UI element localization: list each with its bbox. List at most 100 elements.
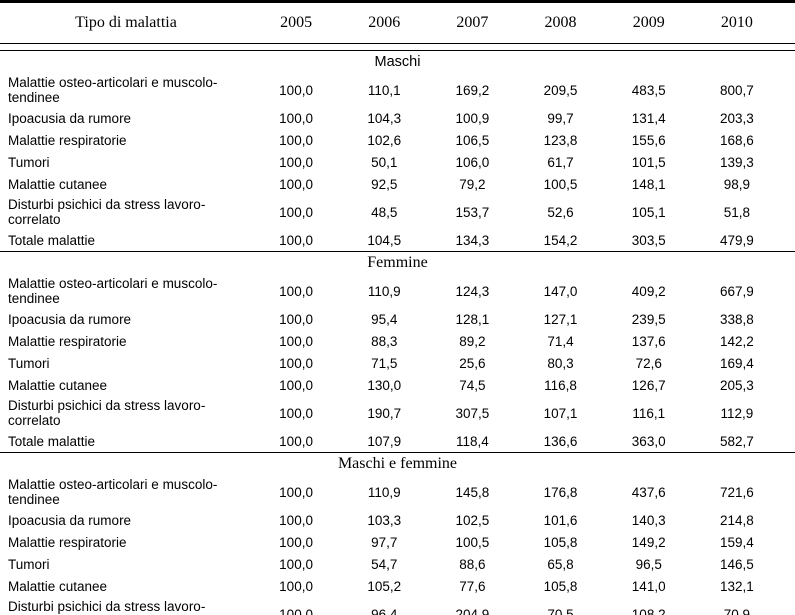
cell-value: 116,8 — [544, 377, 577, 393]
row-label: Tumori — [8, 154, 50, 170]
row-label: Disturbi psichici da stress lavoro-corre… — [8, 197, 206, 227]
section-title: Maschi — [374, 54, 421, 70]
right-gutter — [781, 274, 795, 308]
right-gutter — [781, 151, 795, 173]
cell-value: 110,1 — [367, 82, 401, 98]
table-row: Disturbi psichici da stress lavoro-corre… — [0, 396, 795, 430]
right-gutter — [781, 107, 795, 129]
right-gutter — [781, 509, 795, 531]
cell-value: 479,9 — [692, 229, 781, 252]
cell-value: 100,0 — [279, 512, 313, 528]
cell-value: 100,0 — [279, 484, 313, 500]
cell-value: 130,0 — [367, 377, 402, 393]
row-label: Malattie respiratorie — [8, 534, 127, 550]
cell-value: 104,5 — [340, 229, 429, 252]
cell-value: 139,3 — [719, 154, 754, 170]
section-title-row: Maschi — [0, 51, 795, 74]
cell-value: 105,8 — [543, 534, 578, 550]
cell-value: 105,8 — [543, 578, 578, 594]
row-label: Malattie cutanee — [8, 176, 108, 192]
cell-value: 100,0 — [279, 132, 313, 148]
table-row: Tumori 100,0 71,5 25,6 80,3 72,6 169,4 — [0, 352, 795, 374]
cell-value: 667,9 — [719, 283, 754, 299]
table-row: Malattie respiratorie 100,0 102,6 106,5 123,… — [0, 129, 795, 151]
row-label: Malattie osteo-articolari e muscolo-tend… — [8, 75, 218, 105]
cell-value: 79,2 — [459, 176, 486, 192]
cell-value: 159,4 — [719, 534, 754, 550]
cell-value: 239,5 — [631, 311, 666, 327]
cell-value: 105,2 — [367, 578, 402, 594]
table-row: Malattie cutanee 100,0 130,0 74,5 116,8 126,7… — [0, 374, 795, 396]
row-label: Ipoacusia da rumore — [8, 110, 132, 126]
table-row: Ipoacusia da rumore 100,0 103,3 102,5 101,6 1… — [0, 509, 795, 531]
cell-value: 155,6 — [631, 132, 666, 148]
cell-value: 100,0 — [279, 578, 313, 594]
row-label: Disturbi psichici da stress lavoro-corre… — [8, 599, 206, 615]
right-gutter — [781, 531, 795, 553]
cell-value: 338,8 — [719, 311, 754, 327]
cell-value: 137,6 — [631, 333, 666, 349]
right-gutter — [781, 229, 795, 252]
cell-value: 108,2 — [631, 606, 666, 615]
row-label: Malattie osteo-articolari e muscolo-tend… — [8, 477, 218, 507]
cell-value: 145,8 — [455, 484, 490, 500]
cell-value: 25,6 — [459, 355, 486, 371]
cell-value: 124,3 — [455, 283, 490, 299]
cell-value: 204,9 — [455, 606, 490, 615]
row-label: Tumori — [8, 355, 50, 371]
cell-value: 52,6 — [547, 204, 574, 220]
cell-value: 118,4 — [428, 430, 517, 453]
cell-value: 107,1 — [543, 405, 578, 421]
column-header-year-2005: 2005 — [252, 1, 341, 44]
cell-value: 50,1 — [371, 154, 398, 170]
row-label: Malattie osteo-articolari e muscolo-tend… — [8, 276, 218, 306]
cell-value: 148,1 — [631, 176, 666, 192]
cell-value: 100,0 — [279, 355, 313, 371]
table-row: Tumori 100,0 54,7 88,6 65,8 96,5 146,5 — [0, 553, 795, 575]
right-gutter — [781, 129, 795, 151]
right-gutter — [781, 73, 795, 107]
cell-value: 97,7 — [371, 534, 398, 550]
cell-value: 146,5 — [719, 556, 754, 572]
row-label: Malattie cutanee — [8, 578, 108, 594]
cell-value: 100,0 — [279, 110, 313, 126]
right-gutter — [781, 430, 795, 453]
cell-value: 102,6 — [367, 132, 402, 148]
cell-value: 126,7 — [631, 377, 666, 393]
cell-value: 71,4 — [547, 333, 574, 349]
table-row: Ipoacusia da rumore 100,0 104,3 100,9 99,7 13… — [0, 107, 795, 129]
row-label: Ipoacusia da rumore — [8, 512, 132, 528]
cell-value: 100,0 — [279, 311, 313, 327]
cell-value: 153,7 — [455, 204, 490, 220]
column-header-disease-type: Tipo di malattia — [0, 1, 252, 44]
cell-value: 176,8 — [543, 484, 578, 500]
cell-value: 71,5 — [371, 355, 398, 371]
cell-value: 100,0 — [279, 204, 313, 220]
cell-value: 48,5 — [371, 204, 398, 220]
cell-value: 141,0 — [631, 578, 666, 594]
cell-value: 149,2 — [631, 534, 666, 550]
cell-value: 154,2 — [516, 229, 605, 252]
row-label: Ipoacusia da rumore — [8, 311, 132, 327]
cell-value: 100,0 — [279, 405, 313, 421]
cell-value: 128,1 — [455, 311, 490, 327]
table-row: Tumori 100,0 50,1 106,0 61,7 101,5 139,3 — [0, 151, 795, 173]
right-gutter — [781, 553, 795, 575]
right-gutter — [781, 195, 795, 229]
cell-value: 103,3 — [367, 512, 402, 528]
cell-value: 100,0 — [279, 283, 313, 299]
column-header-year-2007: 2007 — [428, 1, 517, 44]
right-gutter — [781, 330, 795, 352]
table-row: Malattie cutanee 100,0 105,2 77,6 105,8 141,0… — [0, 575, 795, 597]
rule-gap — [0, 43, 795, 51]
cell-value: 80,3 — [547, 355, 574, 371]
cell-value: 96,5 — [635, 556, 662, 572]
cell-value: 70,9 — [723, 606, 751, 615]
cell-value: 110,9 — [367, 283, 401, 299]
cell-value: 89,2 — [459, 333, 486, 349]
right-gutter — [781, 396, 795, 430]
cell-value: 140,3 — [631, 512, 666, 528]
table-row: Disturbi psichici da stress lavoro-corre… — [0, 597, 795, 615]
